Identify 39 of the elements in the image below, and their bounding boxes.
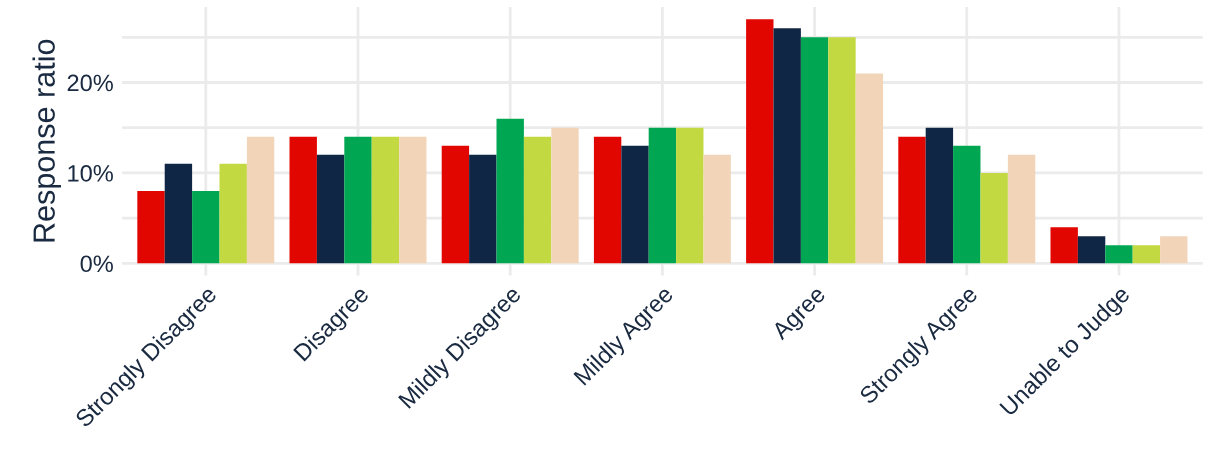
bar	[828, 37, 856, 264]
bar	[246, 136, 275, 264]
bar	[192, 190, 220, 264]
bar	[593, 136, 622, 264]
bar	[980, 172, 1008, 264]
bar	[1077, 236, 1106, 264]
bar	[676, 127, 704, 264]
y-tick-label: 10%	[68, 164, 113, 182]
y-tick-label: 20%	[67, 74, 113, 92]
bar	[496, 118, 524, 264]
bar	[746, 19, 774, 264]
bar	[164, 163, 193, 264]
bar	[898, 136, 926, 264]
bar	[219, 163, 247, 264]
bar	[523, 136, 552, 264]
bar	[551, 127, 579, 264]
bar	[925, 127, 954, 264]
bar	[371, 136, 400, 264]
bar	[703, 154, 731, 264]
bar	[344, 136, 372, 264]
bar	[316, 154, 345, 264]
bar	[1050, 227, 1078, 264]
bar	[800, 37, 829, 264]
bar	[621, 145, 649, 264]
bar	[469, 154, 497, 264]
bar	[1160, 236, 1188, 264]
bar	[137, 190, 165, 264]
bar	[289, 136, 317, 264]
bar	[773, 28, 801, 264]
bar	[953, 145, 981, 264]
bar	[1132, 245, 1161, 264]
bar	[855, 73, 884, 264]
bar	[441, 145, 470, 264]
bar	[1007, 154, 1036, 264]
bar	[399, 136, 427, 264]
y-axis-title: Response ratio	[32, 39, 61, 242]
bar	[648, 127, 677, 264]
y-tick-label: 0%	[80, 255, 113, 273]
bar	[1105, 245, 1133, 264]
